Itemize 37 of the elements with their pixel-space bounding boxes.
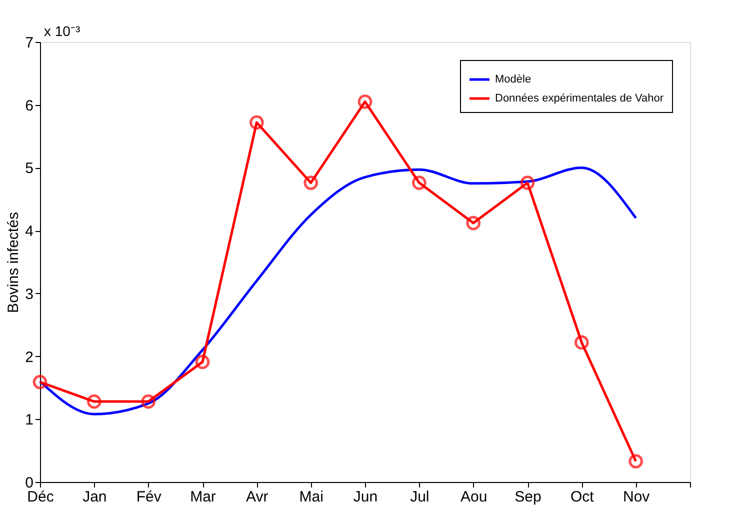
point xyxy=(141,394,156,409)
x-tick-label: Déc xyxy=(27,488,54,506)
x-tick-label: Jul xyxy=(410,488,430,506)
x-tick-label: Fév xyxy=(136,488,162,506)
y-tick-label: 6 xyxy=(25,97,34,114)
point xyxy=(412,176,426,190)
y-axis-title: Bovins infectés xyxy=(5,212,22,313)
x-tick-label: Sep xyxy=(514,488,542,506)
point xyxy=(466,216,480,230)
point xyxy=(195,354,210,370)
point xyxy=(520,176,535,190)
y-tick-label: 1 xyxy=(25,412,34,429)
y-tick-label: 7 xyxy=(25,34,34,52)
x-tick-label: Avr xyxy=(246,488,268,506)
x-tick-label: Aou xyxy=(460,488,488,506)
x-tick-label: Mar xyxy=(190,488,216,506)
point xyxy=(304,176,318,190)
line-series xyxy=(38,166,638,416)
y-tick-label: 4 xyxy=(25,223,34,240)
y-tick-label: 0 xyxy=(25,474,34,492)
point xyxy=(250,115,264,130)
legend-label: Données expérimentales de Vahor xyxy=(495,92,664,104)
point xyxy=(574,335,589,350)
x-tick-label: Jan xyxy=(82,488,107,506)
y-tick-label: 2 xyxy=(25,348,34,366)
point xyxy=(358,94,372,109)
x-tick-label: Jun xyxy=(353,488,378,506)
x-tick-label: Oct xyxy=(570,488,595,506)
x-tick-label: Mai xyxy=(299,488,324,506)
y-tick-label: 5 xyxy=(25,160,34,178)
text: x 10⁻³ xyxy=(44,23,80,39)
y-tick-label: 3 xyxy=(25,286,34,303)
x-tick-label: Nov xyxy=(622,488,650,506)
point xyxy=(628,454,643,468)
point xyxy=(87,394,102,409)
point xyxy=(32,374,48,390)
legend-label: Modèle xyxy=(495,74,532,86)
